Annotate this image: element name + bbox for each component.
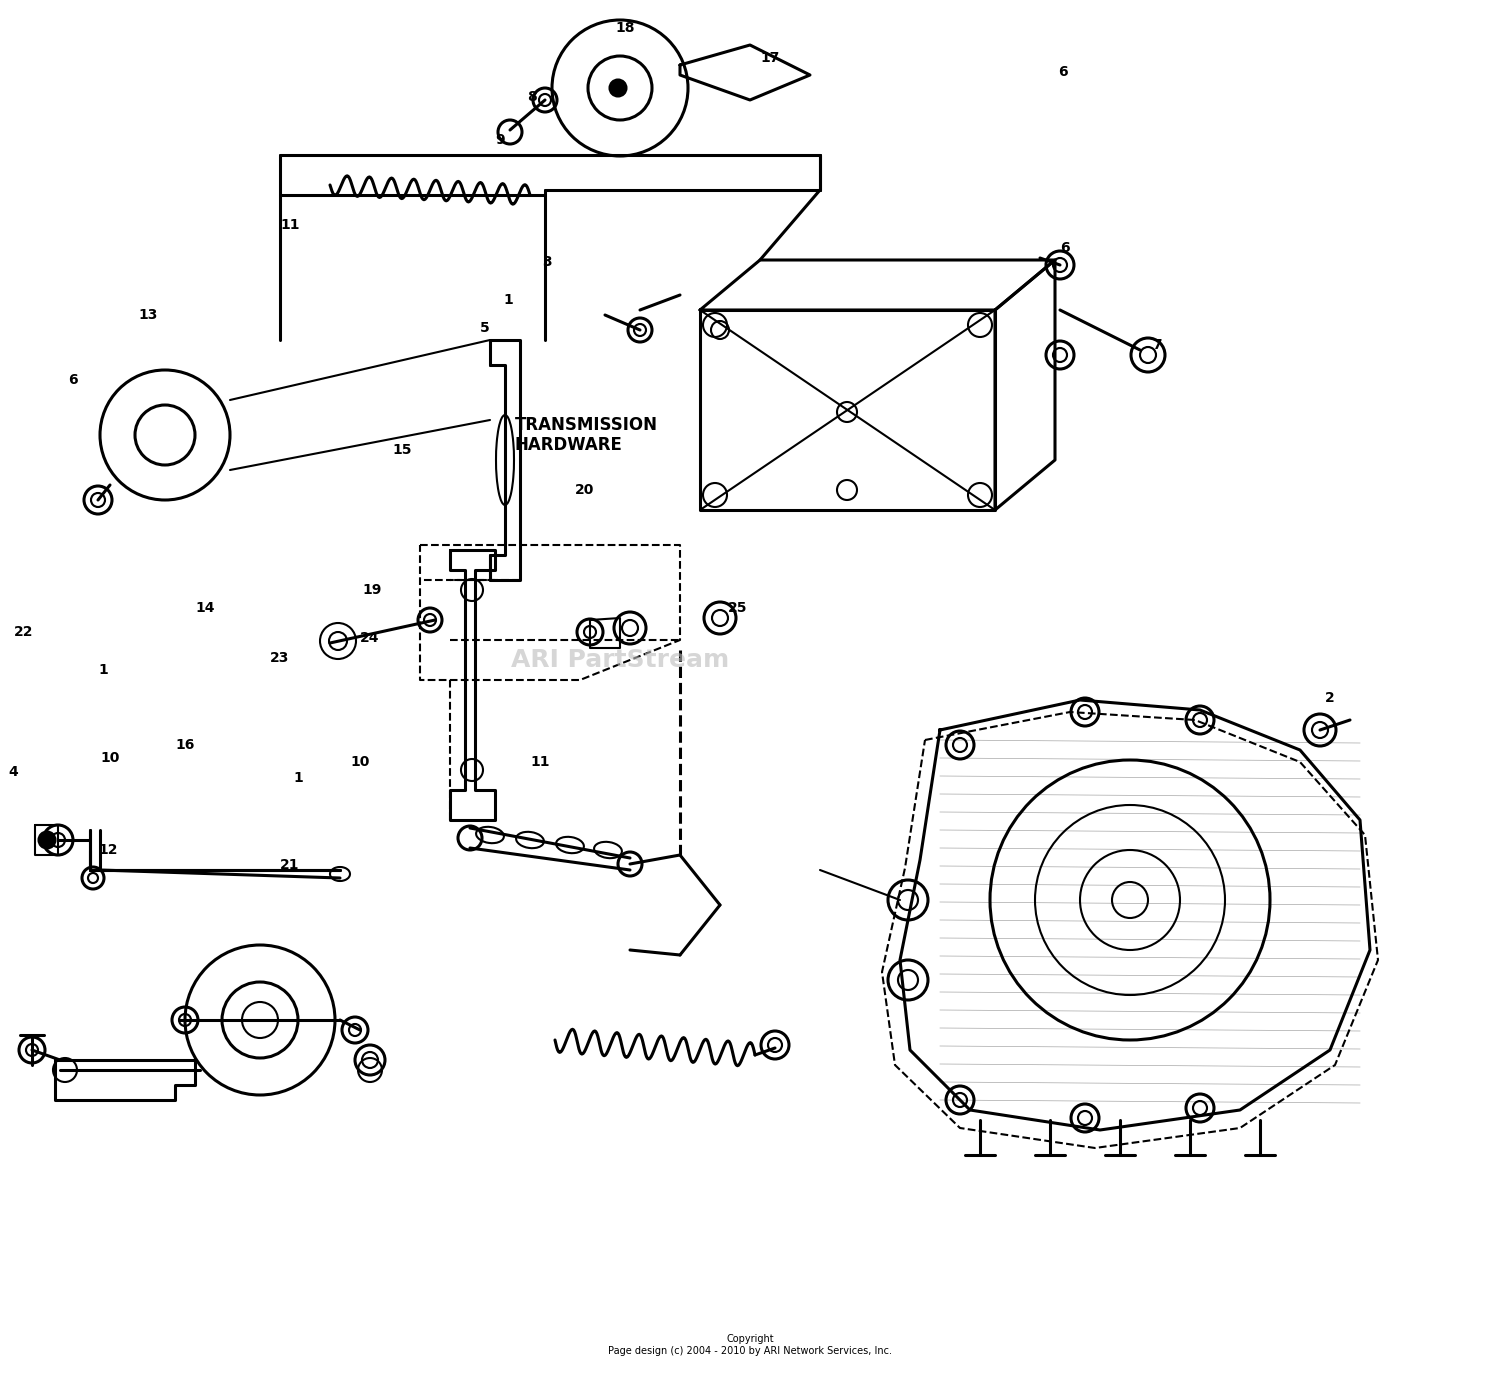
Text: 21: 21	[280, 858, 300, 872]
Text: 6: 6	[68, 373, 78, 386]
Text: 2: 2	[1324, 692, 1335, 705]
Text: 25: 25	[728, 601, 747, 615]
Text: 10: 10	[350, 755, 369, 769]
Text: 9: 9	[495, 133, 504, 147]
Text: 12: 12	[98, 843, 117, 857]
Text: 7: 7	[1152, 338, 1161, 352]
Text: 17: 17	[760, 51, 780, 65]
Text: 8: 8	[526, 89, 537, 104]
Text: 20: 20	[574, 483, 594, 496]
Text: TRANSMISSION
HARDWARE: TRANSMISSION HARDWARE	[514, 415, 658, 454]
Text: 16: 16	[176, 738, 195, 752]
Circle shape	[39, 832, 56, 848]
Text: 6: 6	[1058, 65, 1068, 78]
Text: 15: 15	[392, 443, 411, 456]
Text: 14: 14	[195, 601, 214, 615]
Text: 4: 4	[8, 765, 18, 780]
Circle shape	[610, 80, 626, 96]
Text: 13: 13	[138, 308, 158, 322]
Text: 24: 24	[360, 631, 380, 645]
Text: Copyright
Page design (c) 2004 - 2010 by ARI Network Services, Inc.: Copyright Page design (c) 2004 - 2010 by…	[608, 1334, 892, 1356]
Text: 19: 19	[362, 583, 381, 597]
Text: 5: 5	[480, 320, 489, 336]
Text: 11: 11	[530, 755, 549, 769]
Text: 1: 1	[292, 771, 303, 785]
Text: 10: 10	[100, 751, 120, 764]
Text: 23: 23	[270, 650, 290, 666]
Text: 1: 1	[98, 663, 108, 676]
Text: 3: 3	[542, 254, 552, 270]
Text: 11: 11	[280, 219, 300, 232]
Text: 1: 1	[503, 293, 513, 307]
Text: ARI PartStream: ARI PartStream	[512, 648, 729, 672]
Text: 18: 18	[615, 21, 634, 34]
Text: 22: 22	[13, 626, 33, 639]
Text: 6: 6	[1060, 241, 1070, 254]
